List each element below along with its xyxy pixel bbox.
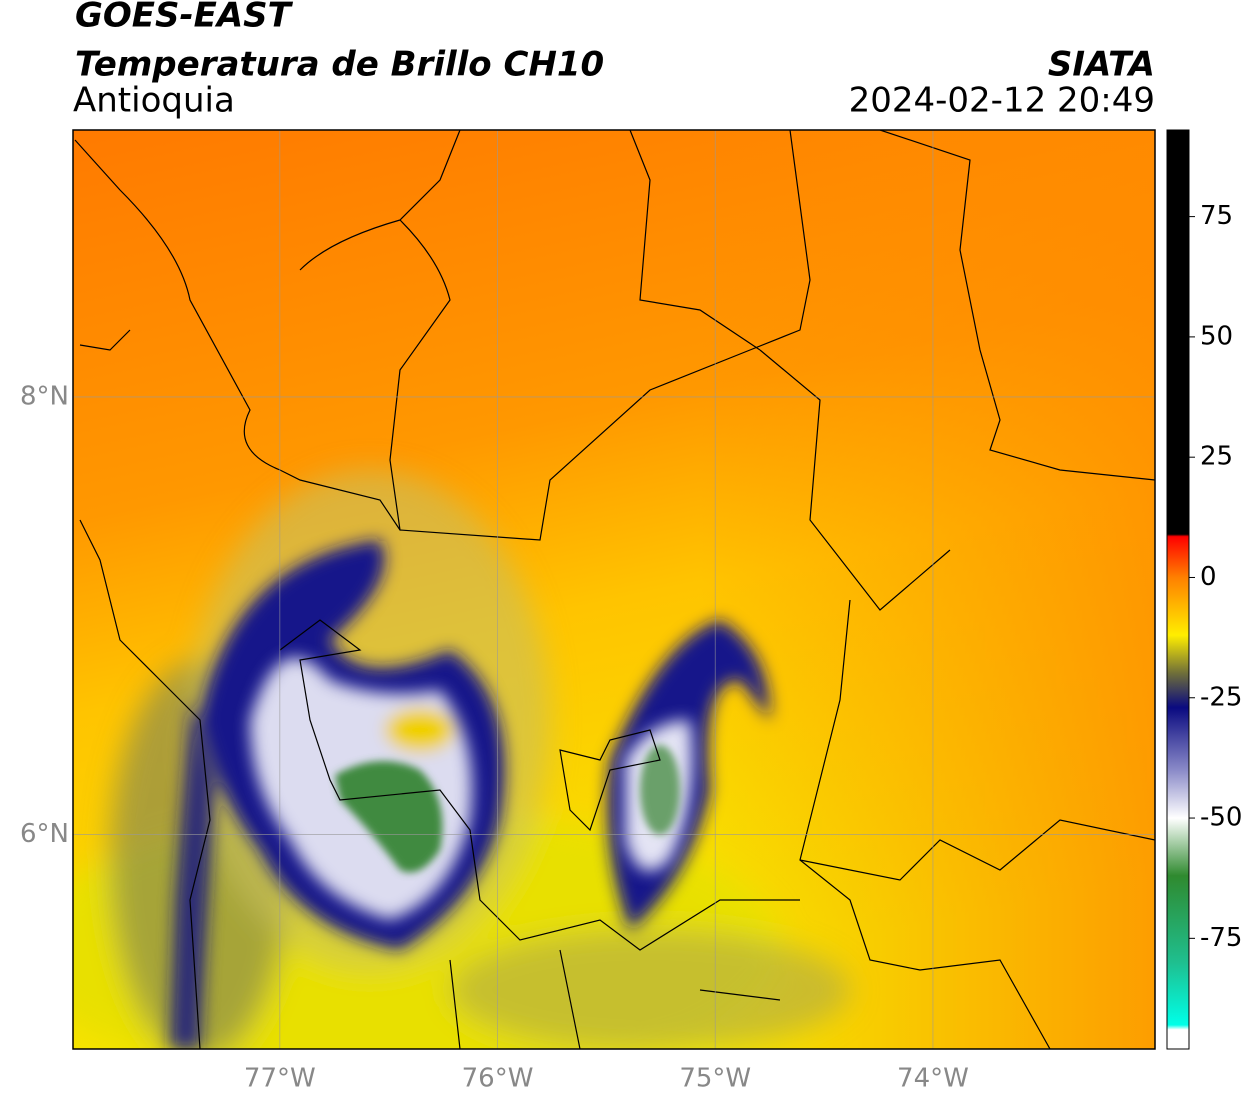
subtitle: Temperatura de Brillo CH10 bbox=[75, 45, 604, 85]
satellite-image bbox=[73, 130, 1155, 1049]
lat-tick-label: 6°N bbox=[20, 819, 69, 849]
colorbar-tick-label: 0 bbox=[1200, 562, 1217, 592]
colorbar-tick-label: 50 bbox=[1200, 321, 1233, 351]
source: SIATA bbox=[1048, 45, 1155, 85]
colorbar-tick-label: -50 bbox=[1200, 803, 1242, 833]
datetime: 2024-02-12 20:49 bbox=[849, 81, 1155, 121]
lon-tick-label: 75°W bbox=[679, 1064, 751, 1094]
boundaries bbox=[74, 130, 1155, 1049]
map-frame bbox=[72, 129, 1156, 1050]
lat-tick-label: 8°N bbox=[20, 381, 69, 411]
title: GOES-EAST bbox=[75, 0, 294, 36]
lon-tick-label: 77°W bbox=[244, 1064, 316, 1094]
colorbar-tick-label: 25 bbox=[1200, 442, 1233, 472]
colorbar-tick-label: 75 bbox=[1200, 201, 1233, 231]
colorbar bbox=[1166, 129, 1190, 1050]
lon-tick-label: 74°W bbox=[897, 1064, 969, 1094]
region: Antioquia bbox=[73, 81, 235, 121]
lon-tick-label: 76°W bbox=[462, 1064, 534, 1094]
colorbar-tick-label: -75 bbox=[1200, 923, 1242, 953]
colorbar-tick-label: -25 bbox=[1200, 682, 1242, 712]
